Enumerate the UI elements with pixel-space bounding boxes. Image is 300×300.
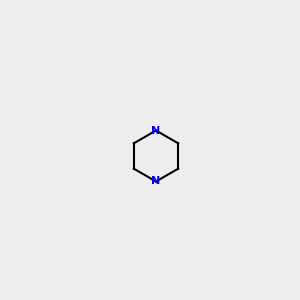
Text: N: N xyxy=(152,176,160,187)
Text: N: N xyxy=(152,125,160,136)
